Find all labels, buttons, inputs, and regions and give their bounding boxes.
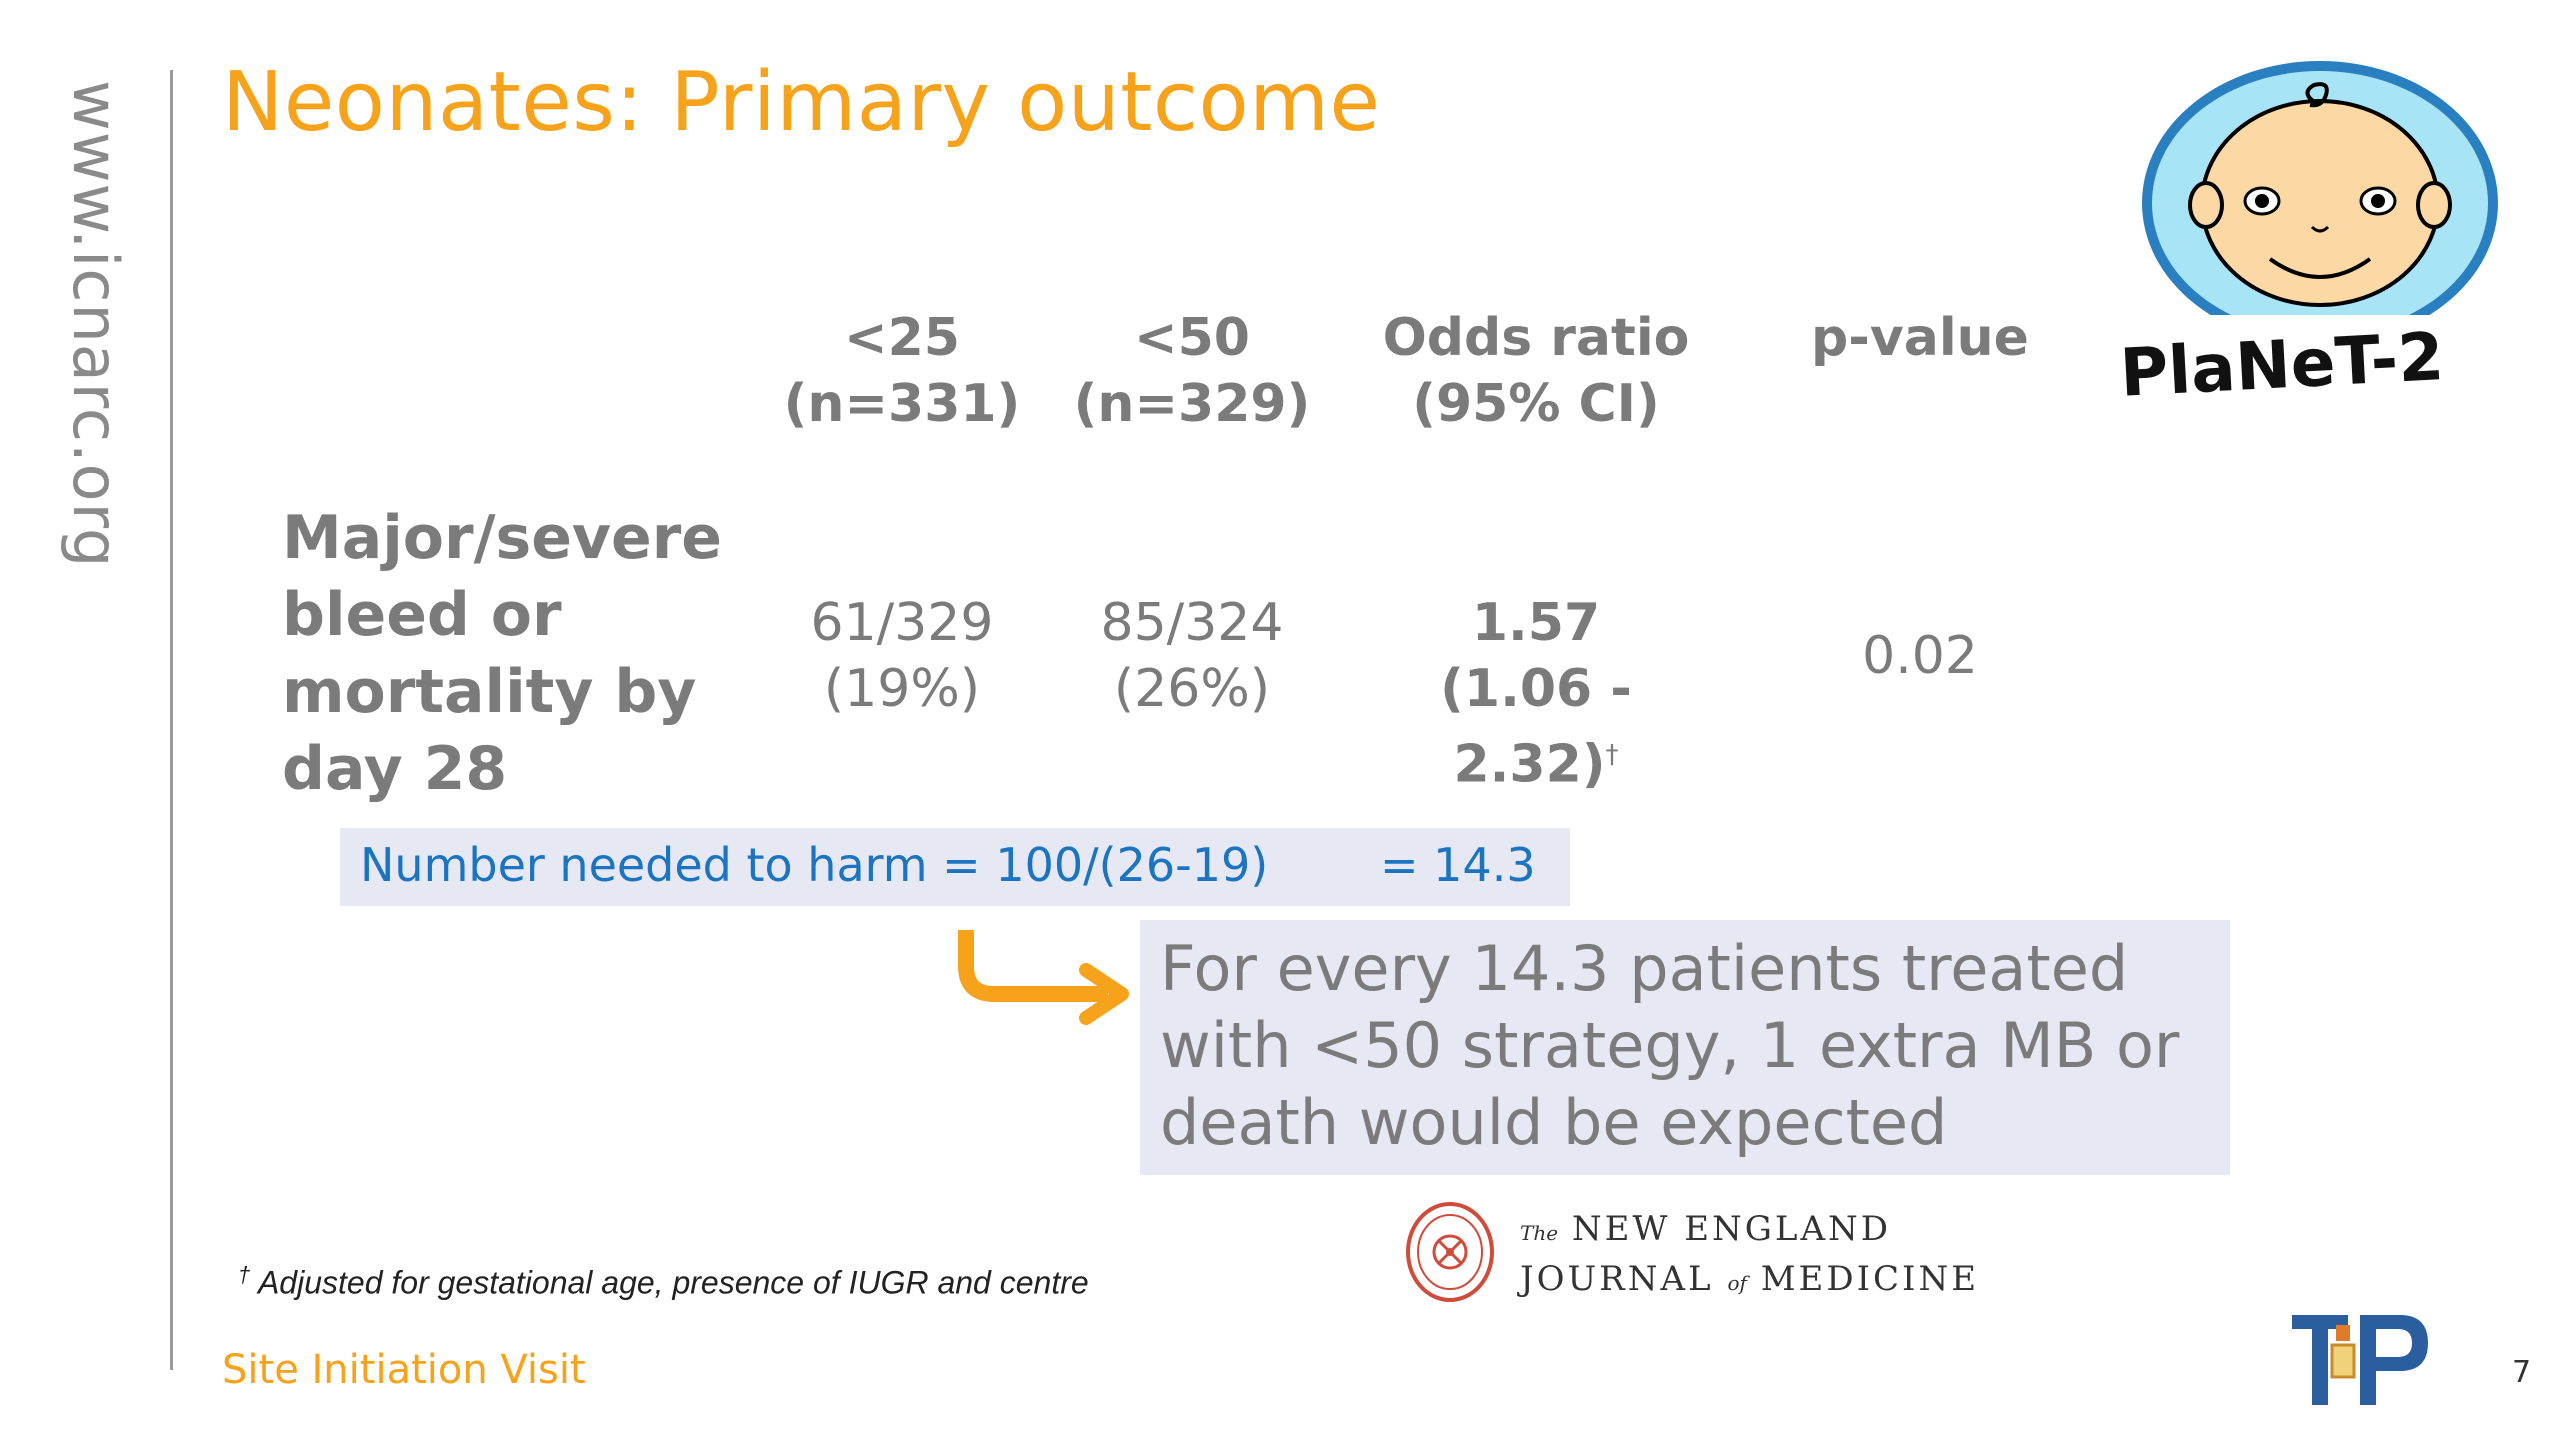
cell-odds-ratio-value: 1.57 xyxy=(1471,593,1601,653)
cell-odds-ratio: 1.57 (1.06 - 2.32)† xyxy=(1376,590,1696,797)
header-lt50-line2: (n=329) xyxy=(1073,374,1311,434)
nejm-journal: JOURNAL xyxy=(1520,1259,1714,1299)
footnote-marker: † xyxy=(238,1262,251,1287)
nejm-line1: The NEW ENGLAND xyxy=(1520,1206,1979,1256)
footnote-text: Adjusted for gestational age, presence o… xyxy=(250,1264,1089,1301)
header-lt25: <25 (n=331) xyxy=(742,305,1062,437)
dagger-marker: † xyxy=(1605,740,1619,770)
planet-logo-text: PlaNeT-2 xyxy=(2118,318,2446,412)
header-lt50: <50 (n=329) xyxy=(1032,305,1352,437)
bent-arrow-icon xyxy=(958,930,1129,1025)
header-odds-ratio-line2: (95% CI) xyxy=(1412,374,1660,434)
nnh-result: = 14.3 xyxy=(1380,838,1536,892)
t4p-logo xyxy=(2292,1305,2442,1415)
callout-text: For every 14.3 patients treated with <50… xyxy=(1160,932,2180,1159)
nejm-line1-text: NEW ENGLAND xyxy=(1571,1209,1892,1249)
cell-lt25: 61/329 (19%) xyxy=(742,590,1062,722)
page-number: 7 xyxy=(2512,1355,2532,1390)
cell-lt50-count: 85/324 xyxy=(1100,593,1284,653)
sidebar-url: www.icnarc.org xyxy=(59,80,132,569)
header-odds-ratio-line1: Odds ratio xyxy=(1382,308,1690,368)
nejm-prefix: The xyxy=(1520,1221,1559,1245)
nejm-logo-text: The NEW ENGLAND JOURNAL of MEDICINE xyxy=(1520,1206,1979,1306)
header-odds-ratio: Odds ratio (95% CI) xyxy=(1376,305,1696,437)
header-p-value: p-value xyxy=(1760,305,2080,371)
header-lt50-line1: <50 xyxy=(1134,308,1250,368)
vertical-divider xyxy=(170,70,173,1370)
planet-baby-face-icon xyxy=(2142,61,2498,315)
slide-title: Neonates: Primary outcome xyxy=(222,55,1381,150)
cell-lt25-percent: (19%) xyxy=(823,659,981,719)
nnh-bar: Number needed to harm = 100/(26-19) = 14… xyxy=(340,828,1570,906)
cell-p-value-value: 0.02 xyxy=(1862,626,1978,686)
footnote: † Adjusted for gestational age, presence… xyxy=(238,1262,1089,1302)
interpretation-callout: For every 14.3 patients treated with <50… xyxy=(1140,920,2230,1175)
cell-lt50: 85/324 (26%) xyxy=(1032,590,1352,722)
header-p-value-line1: p-value xyxy=(1811,308,2029,368)
header-lt25-line2: (n=331) xyxy=(783,374,1021,434)
row-label: Major/severe bleed or mortality by day 2… xyxy=(282,503,722,804)
cell-odds-ratio-ci-line: (1.06 - 2.32)† xyxy=(1376,656,1696,797)
nejm-medicine: MEDICINE xyxy=(1760,1259,1980,1299)
cell-p-value: 0.02 xyxy=(1760,623,2080,689)
nejm-line2: JOURNAL of MEDICINE xyxy=(1520,1256,1979,1306)
cell-lt50-percent: (26%) xyxy=(1113,659,1271,719)
header-lt25-line1: <25 xyxy=(844,308,960,368)
nejm-of: of xyxy=(1727,1271,1747,1295)
cell-odds-ratio-ci: (1.06 - 2.32) xyxy=(1440,659,1632,795)
footer-label: Site Initiation Visit xyxy=(222,1347,586,1393)
nnh-text: Number needed to harm = 100/(26-19) xyxy=(360,838,1269,892)
t4p-logo-icon xyxy=(2292,1315,2428,1405)
nejm-seal-icon xyxy=(1406,1202,1494,1302)
cell-lt25-count: 61/329 xyxy=(810,593,994,653)
